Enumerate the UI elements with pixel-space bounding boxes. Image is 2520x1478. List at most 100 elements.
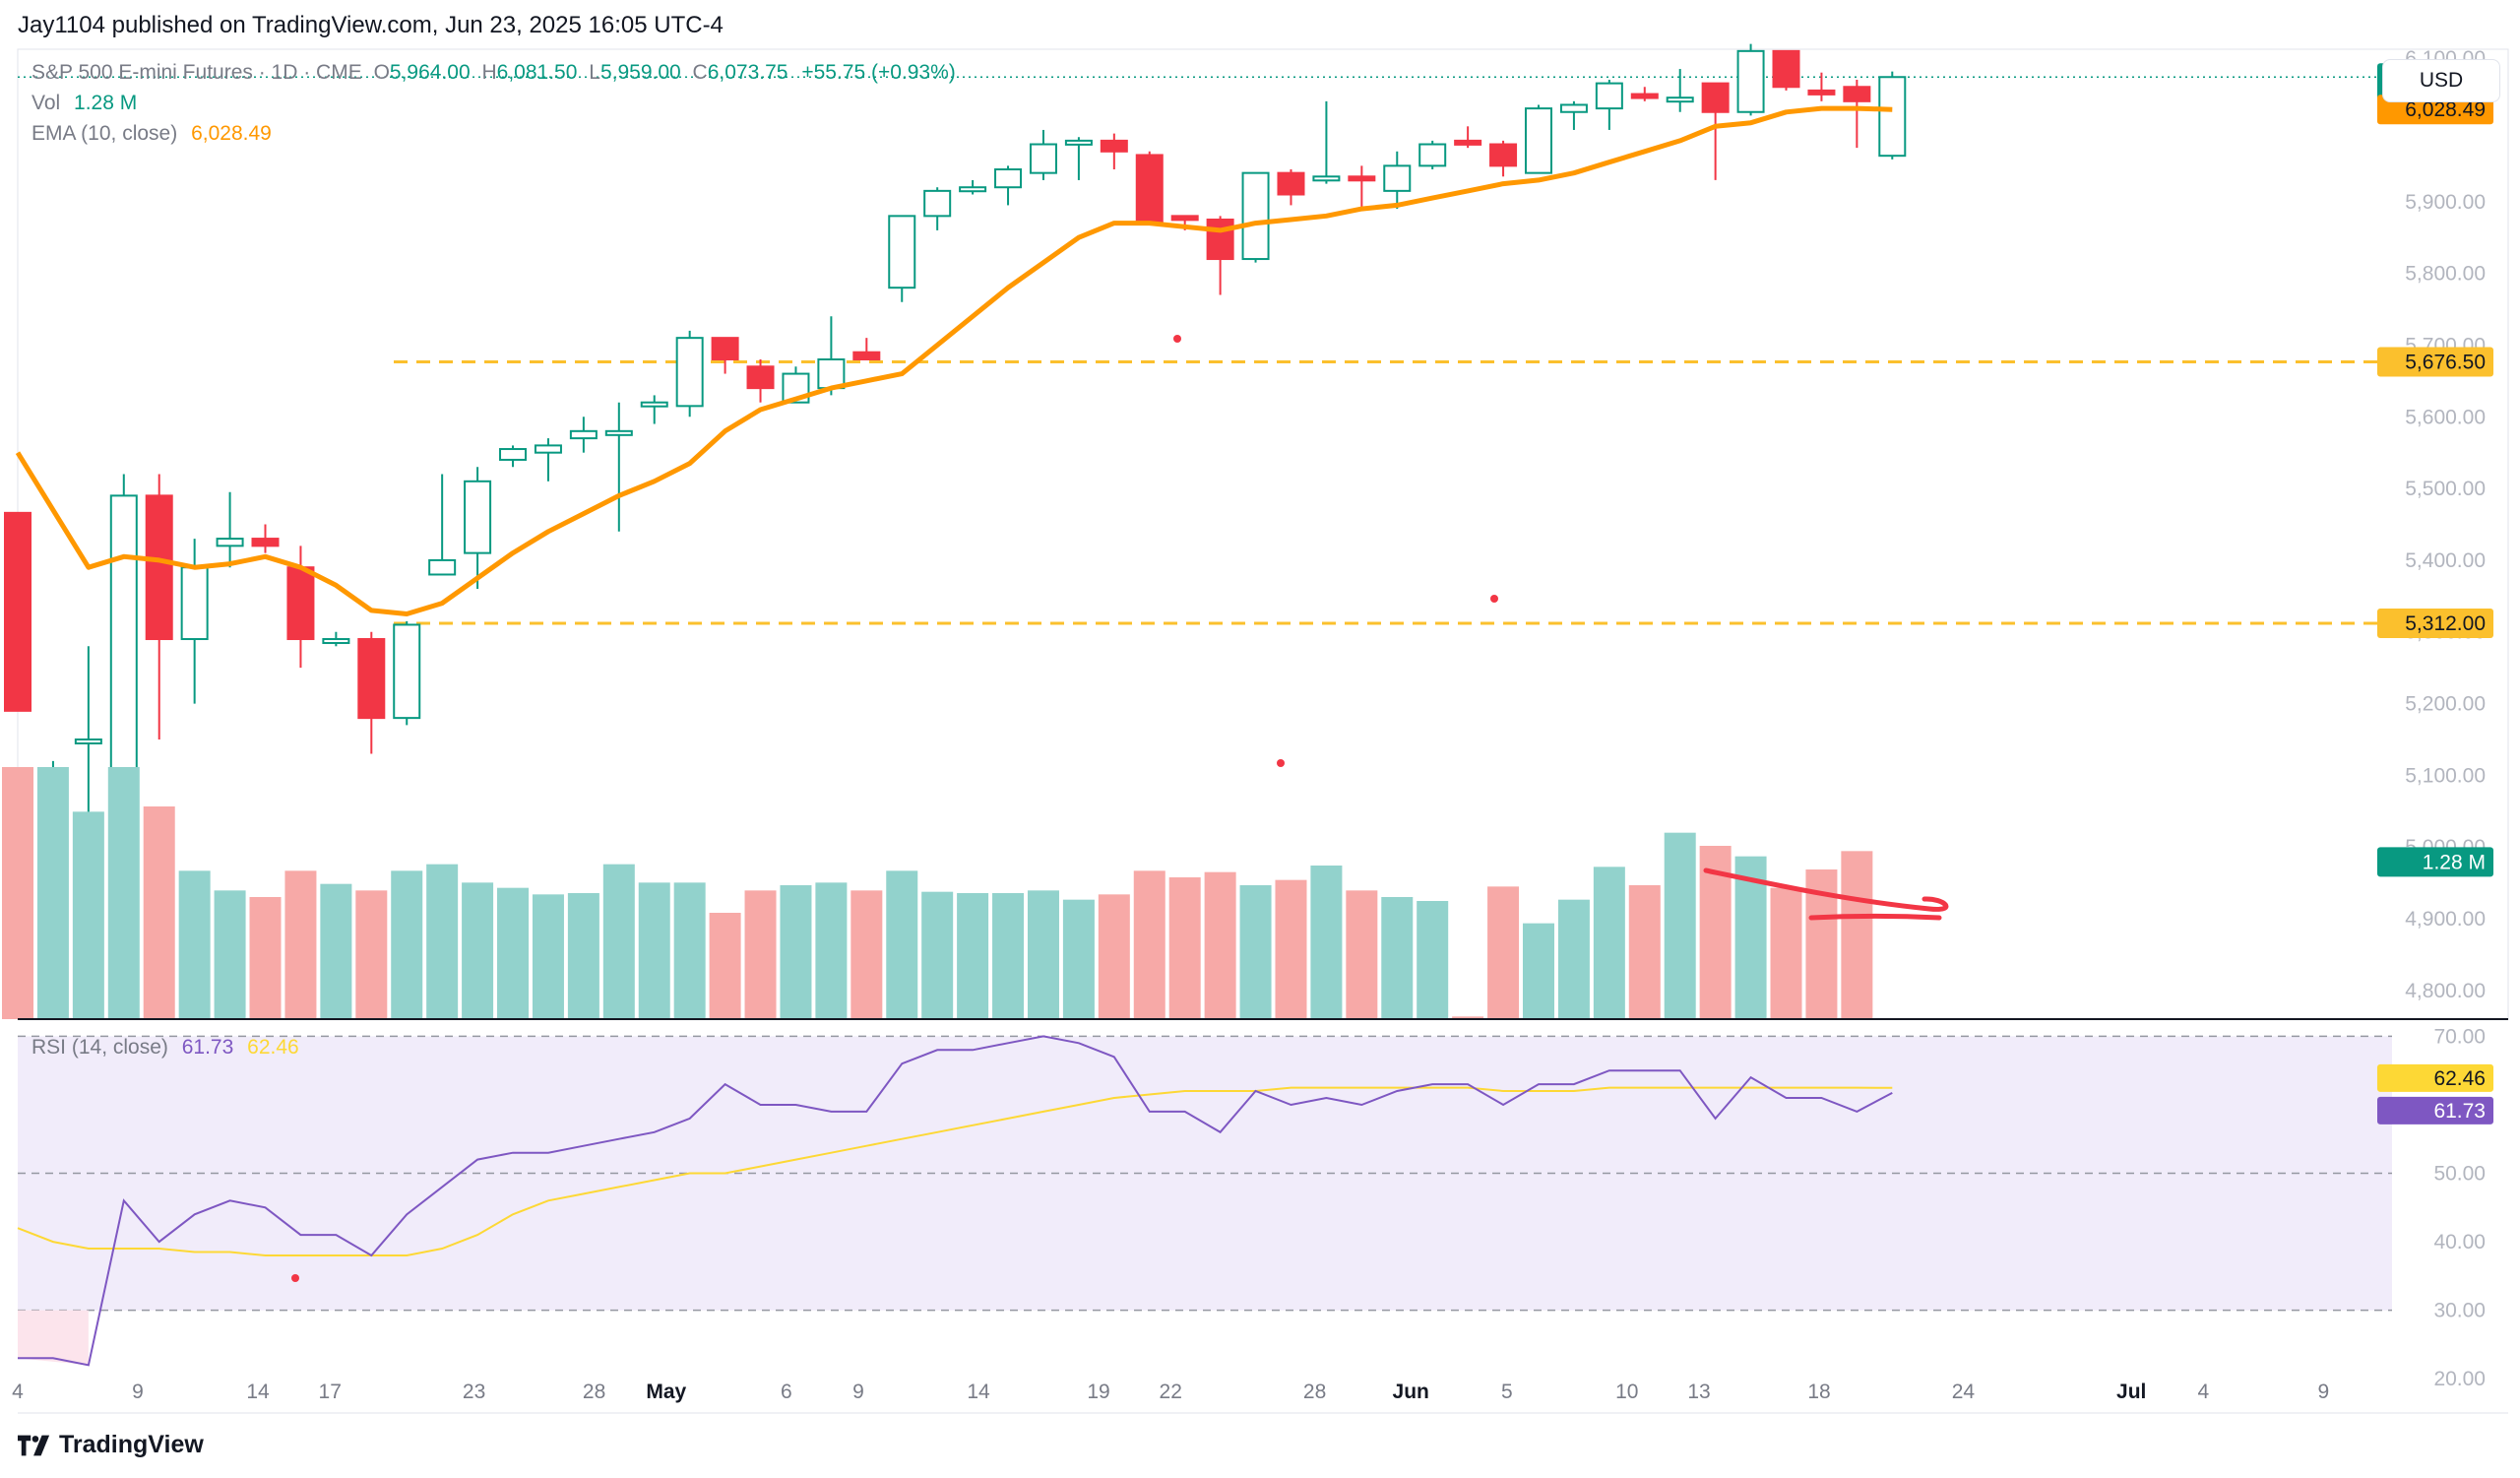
candle-body [1135,154,1164,225]
volume-bar [391,870,423,1019]
candle-body [1277,171,1305,196]
tradingview-footer[interactable]: TradingView [18,1431,204,1459]
candle-body [1489,143,1518,167]
candle-body [1454,139,1482,146]
rsi-line [18,1035,1893,1367]
volume-bar [744,890,777,1019]
candle-body [1029,143,1057,174]
price-pane[interactable] [4,43,2509,1020]
price-tick-label: 4,800.00 [2405,980,2486,1002]
candle-body [1595,82,1623,110]
candle-body [888,215,916,289]
high-value: 6,081.50 [496,61,578,84]
candle-body [994,168,1023,189]
volume-bar [1417,901,1449,1019]
volume-value: 1.28 M [74,92,138,114]
candle-body [1736,49,1765,113]
candle-body [959,186,987,193]
candle-body [428,558,457,576]
level-tag-bg [2377,347,2493,377]
low-value: 5,959.00 [599,61,681,84]
rsi-legend[interactable]: RSI (14, close) 61.73 62.46 [32,1036,299,1060]
volume-bar [638,882,670,1019]
ema-value: 6,028.49 [191,122,272,145]
candle-body [711,337,739,360]
volume-bar [992,893,1025,1019]
volume-bar [1062,899,1095,1019]
hand-drawn-arrow [1703,868,1949,921]
volume-legend[interactable]: Vol 1.28 M [32,92,137,115]
x-tick-label: 9 [2318,1381,2330,1403]
annotation-dot [1277,759,1285,767]
rsi-pane[interactable] [17,1035,2392,1367]
price-tick-label: 5,900.00 [2405,191,2486,214]
candle-body [1878,76,1907,158]
volume-bar [1133,870,1166,1019]
volume-bar [1239,885,1272,1019]
volume-bar [249,897,282,1019]
rsi-value: 61.73 [181,1036,234,1059]
candle-body [569,429,598,440]
x-tick-label: 23 [463,1381,485,1403]
ema-legend[interactable]: EMA (10, close) 6,028.49 [32,122,272,146]
publisher-text: Jay1104 published on TradingView.com, Ju… [18,12,724,38]
low-label: L [589,61,600,84]
candle-body [180,566,209,641]
volume-bar [567,893,599,1019]
volume-bar [107,767,140,1019]
candle-body [1630,93,1659,99]
ema-tag: 6,028.49 [2405,98,2486,121]
volume-bar [780,885,812,1019]
volume-bar [1204,871,1236,1019]
volume-bar [355,890,388,1019]
candle-body [1843,86,1871,102]
volume-bar [426,864,459,1019]
rsi-tag-bg [2377,1096,2493,1125]
price-tick-label: 5,400.00 [2405,549,2486,572]
rsi-label: RSI (14, close) [32,1036,168,1059]
volume-bar [1593,867,1625,1019]
volume-bar [1664,832,1696,1019]
candle-body [817,358,846,390]
symbol-legend[interactable]: S&P 500 E-mini Futures · 1D · CME O5,964… [32,61,956,85]
volume-bar [1168,877,1201,1019]
symbol-name: S&P 500 E-mini Futures · 1D · CME [32,61,362,84]
x-tick-label: 6 [781,1381,792,1403]
annotation-dot [291,1274,299,1282]
annotations [291,335,1949,1282]
candle-body [286,566,315,641]
annotation-dot [1490,595,1498,603]
volume-bar [921,891,954,1019]
volume-bar [320,883,352,1019]
candle-body [1418,143,1447,167]
volume-bar [709,913,741,1019]
candle-body [4,511,32,712]
candle-body [145,494,173,641]
volume-bar [1346,890,1378,1019]
currency-button[interactable]: USD [2382,59,2500,102]
candle-body [746,365,775,390]
volume-bar [72,811,104,1019]
rsi-tick-label: 30.00 [2433,1300,2486,1322]
volume-bar [1310,866,1343,1019]
candle-body [1241,171,1270,261]
ema-label: EMA (10, close) [32,122,178,145]
candle-body [1807,89,1836,96]
candle-body [357,638,386,720]
volume-bar [886,870,918,1019]
close-label: C [692,61,708,84]
candle-body [216,538,244,547]
x-tick-label: 5 [1501,1381,1513,1403]
candle-body [74,738,102,744]
candle-body [393,623,421,720]
candle-body [1348,175,1376,182]
x-tick-label: 28 [1303,1381,1326,1403]
close-value: 6,073.75 [707,61,788,84]
open-label: O [373,61,390,84]
rsi-tick-label: 70.00 [2433,1025,2486,1048]
x-tick-label: 18 [1807,1381,1830,1403]
x-tick-label: 13 [1687,1381,1710,1403]
volume-bar [1557,899,1590,1019]
candle-body [251,538,280,547]
